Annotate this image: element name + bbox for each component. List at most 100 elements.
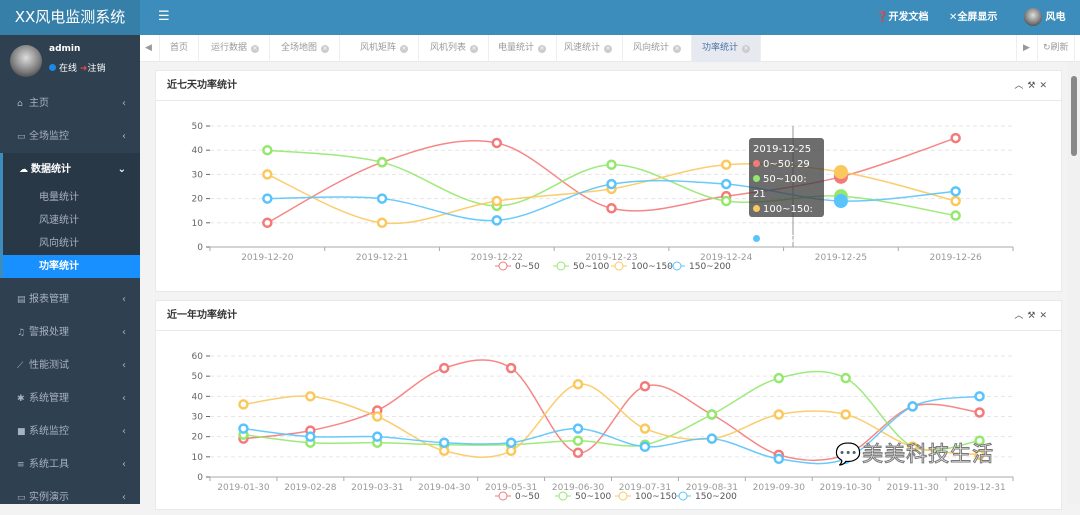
tab-close-icon[interactable]: × <box>251 45 260 53</box>
y-tick-label: 20 <box>192 195 204 205</box>
tab-close-icon[interactable]: × <box>470 45 479 53</box>
close-icon[interactable]: ✕ <box>1039 81 1051 91</box>
sidebar-sub-windspeed[interactable]: 风速统计 <box>39 215 79 226</box>
collapse-icon[interactable]: ︿ <box>1014 81 1028 91</box>
tab-4[interactable]: 风机列表 × <box>420 35 490 62</box>
sidebar-item-alerts[interactable]: ♫ 警报处理 ‹ <box>0 316 140 349</box>
sidebar-item-sysadmin[interactable]: ✱ 系统管理 ‹ <box>0 382 140 415</box>
chevron-left-icon: ‹ <box>122 492 126 503</box>
scroll-right-icon[interactable]: ▶ <box>1016 35 1038 62</box>
chevron-down-icon: ⌄ <box>117 164 126 175</box>
chevron-left-icon: ‹ <box>122 294 126 305</box>
legend-label: 150~200 <box>689 262 731 272</box>
sidebar-sub-power[interactable]: 功率统计 <box>3 255 140 278</box>
x-tick-label: 2019-12-22 <box>471 253 523 263</box>
x-tick-label: 2019-12-25 <box>815 253 867 263</box>
data-point <box>773 453 785 465</box>
x-tick-label: 2019-10-30 <box>820 483 873 493</box>
data-point <box>262 169 273 180</box>
data-point <box>974 391 985 402</box>
page-scrollbar[interactable] <box>1067 62 1080 504</box>
data-point <box>974 407 985 418</box>
refresh-button[interactable]: ↻刷新 <box>1038 35 1075 62</box>
sidebar-item-home[interactable]: ⌂ 主页 ‹ <box>0 87 140 120</box>
panel-title: 近一年功率统计 <box>156 301 1061 331</box>
tab-7[interactable]: 风向统计 × <box>623 35 693 62</box>
tab-2[interactable]: 全场地图 × <box>271 35 341 62</box>
x-tick-label: 2019-07-31 <box>619 483 671 493</box>
bars-icon: ≡ <box>17 460 25 470</box>
sidebar-item-systools[interactable]: ≡ 系统工具 ‹ <box>0 448 140 481</box>
legend-label: 150~200 <box>695 492 737 502</box>
chevron-left-icon: ‹ <box>122 131 126 142</box>
chevron-left-icon: ‹ <box>122 426 126 437</box>
data-point <box>505 445 517 457</box>
sidebar-item-demo[interactable]: ▭ 实例演示 ‹ <box>0 481 140 514</box>
data-point <box>840 372 851 384</box>
legend-label: 0~50 <box>515 262 540 272</box>
data-point <box>950 132 961 144</box>
question-icon: ❓ <box>876 12 889 23</box>
data-point <box>376 193 388 204</box>
tab-8[interactable]: 功率统计 × <box>692 35 762 62</box>
sidebar-item-monitor[interactable]: ▭ 全场监控 ‹ <box>0 120 140 153</box>
sidebar-sub-winddir[interactable]: 风向统计 <box>39 238 79 249</box>
scrollbar-thumb[interactable] <box>1071 76 1077 156</box>
tab-close-icon[interactable]: × <box>321 45 330 53</box>
data-point <box>950 186 961 197</box>
tab-3[interactable]: 风机矩阵 × <box>350 35 420 62</box>
sidebar-item-perf[interactable]: ⟋ 性能测试 ‹ <box>0 349 140 382</box>
logout-link[interactable]: 注销 <box>87 64 106 74</box>
data-point <box>606 159 617 170</box>
x-tick-label: 2019-09-30 <box>753 483 806 493</box>
data-point <box>974 435 985 446</box>
data-point <box>572 378 584 390</box>
x-tick-label: 2019-08-31 <box>686 483 738 493</box>
data-point <box>706 409 718 420</box>
refresh-icon: ↻ <box>1043 43 1051 53</box>
legend-label: 50~100 <box>573 262 609 272</box>
sidebar-item-sysmonitor[interactable]: ■ 系统监控 ‹ <box>0 415 140 448</box>
tab-close-icon[interactable]: × <box>604 45 613 53</box>
docs-link[interactable]: ❓开发文档 <box>876 12 929 23</box>
data-point <box>372 431 383 442</box>
video-icon: ■ <box>17 427 26 437</box>
tab-close-icon[interactable]: × <box>538 45 547 53</box>
chevron-left-icon: ‹ <box>122 98 126 109</box>
tab-close-icon[interactable]: × <box>673 45 682 53</box>
collapse-icon[interactable]: ︿ <box>1014 311 1028 321</box>
user-panel: admin 在线 ➜注销 <box>0 35 140 87</box>
y-tick-label: 10 <box>192 219 204 229</box>
y-tick-label: 10 <box>192 453 204 463</box>
tab-1[interactable]: 运行数据 × <box>201 35 271 62</box>
data-point <box>840 453 851 465</box>
panel-title: 近七天功率统计 <box>156 71 1061 101</box>
tab-close-icon[interactable]: × <box>742 45 751 53</box>
data-point <box>572 423 584 434</box>
chart-icon: ⟋ <box>17 361 24 371</box>
data-point <box>491 195 503 207</box>
wrench-icon[interactable]: ⚒ <box>1027 81 1040 91</box>
sidebar-sub-energy[interactable]: 电量统计 <box>39 192 79 203</box>
y-tick-label: 0 <box>197 473 203 483</box>
scroll-left-icon[interactable]: ◀ <box>140 35 160 62</box>
tab-close-icon[interactable]: × <box>400 45 409 53</box>
expand-icon: ✕ <box>949 12 958 23</box>
menu-toggle-icon[interactable]: ☰ <box>158 9 170 24</box>
data-point <box>505 437 517 448</box>
tab-6[interactable]: 风速统计 × <box>554 35 624 62</box>
legend-icon <box>672 261 682 271</box>
legend-icon <box>558 491 568 501</box>
fullscreen-button[interactable]: ✕全屏显示 <box>949 12 998 23</box>
y-tick-label: 50 <box>192 122 204 132</box>
data-point <box>639 381 651 392</box>
user-menu[interactable]: 风电 <box>1024 0 1065 35</box>
sidebar-item-reports[interactable]: ▤ 报表管理 ‹ <box>0 283 140 316</box>
close-icon[interactable]: ✕ <box>1039 311 1051 321</box>
sidebar-item-stats[interactable]: ☁ 数据统计 ⌄ <box>3 153 140 186</box>
tab-5[interactable]: 电量统计 × <box>488 35 558 62</box>
tab-0[interactable]: 首页 <box>160 35 200 62</box>
legend-dot-icon <box>753 205 760 212</box>
wrench-icon[interactable]: ⚒ <box>1027 311 1040 321</box>
x-tick-label: 2019-03-31 <box>351 483 403 493</box>
